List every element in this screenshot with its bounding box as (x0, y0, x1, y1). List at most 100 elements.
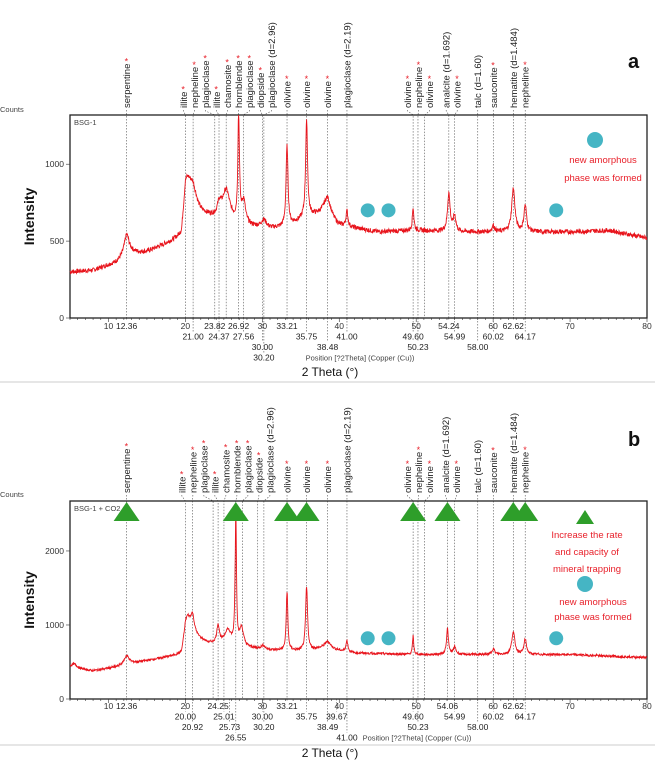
phase-label: olivine (283, 81, 294, 108)
phase-line (425, 110, 430, 318)
position-label: 20.00 (175, 712, 197, 722)
phase-label: olivine (425, 81, 436, 108)
phase-label: diopside (256, 73, 267, 108)
asterisk-icon: * (455, 459, 459, 469)
asterisk-icon: * (491, 60, 495, 70)
y-tick-label: 1000 (45, 159, 64, 169)
legend-circle-text: phase was formed (564, 173, 642, 184)
phase-line (455, 495, 457, 699)
y-unit-label: Counts (0, 105, 24, 114)
position-label: 38.49 (317, 722, 339, 732)
asterisk-icon: * (326, 74, 330, 84)
position-label: 54.06 (437, 701, 459, 711)
phase-line (264, 110, 272, 318)
phase-label: sauconite (489, 452, 500, 493)
phase-line (242, 495, 248, 699)
y-tick-label: 1000 (45, 620, 64, 630)
asterisk-icon: * (192, 60, 196, 70)
phase-label: olivine (323, 466, 334, 493)
phase-label: analcite (d=1.692) (442, 32, 453, 108)
position-label: 60.02 (483, 332, 505, 342)
position-label: 62.62 (503, 701, 525, 711)
asterisk-icon: * (125, 442, 129, 452)
position-label: 25.73 (219, 722, 241, 732)
position-label: 50.23 (407, 342, 429, 352)
asterisk-icon: * (428, 459, 432, 469)
diffraction-pattern-line (70, 115, 647, 274)
phase-label: olivine (403, 466, 414, 493)
phase-label: plagioclase (d=2.19) (342, 407, 353, 493)
asterisk-icon: * (203, 53, 207, 63)
phase-label: nepheline (414, 452, 425, 493)
position-label: 41.00 (336, 733, 358, 743)
asterisk-icon: * (305, 74, 309, 84)
y-tick-label: 0 (59, 313, 64, 323)
phase-label: plagioclase (199, 445, 210, 493)
asterisk-icon: * (214, 85, 218, 95)
asterisk-icon: * (225, 58, 229, 68)
phase-label: olivine (283, 466, 294, 493)
asterisk-icon: * (258, 66, 262, 76)
y-axis-title: Intensity (21, 571, 37, 629)
x-tick-label: 40 (335, 321, 345, 331)
asterisk-icon: * (523, 445, 527, 455)
series-tag: BSG-1 + CO2 (74, 504, 120, 513)
phase-label: serpentine (122, 64, 133, 108)
position-label: 25.01 (213, 712, 235, 722)
legend-triangle-icon (576, 510, 594, 524)
phase-label: talc (d=1.60) (473, 440, 484, 493)
phase-label: hornblende (232, 445, 243, 493)
y-tick-label: 2000 (45, 546, 64, 556)
position-label: 62.62 (503, 321, 525, 331)
x-tick-label: 20 (181, 321, 191, 331)
asterisk-icon: * (224, 443, 228, 453)
phase-label: plagioclase (d=2.19) (342, 22, 353, 108)
phase-line (224, 495, 226, 699)
phase-label: hematite (d=1.484) (509, 28, 520, 108)
position-label: 41.00 (336, 332, 358, 342)
position-label: 54.24 (438, 321, 460, 331)
amorphous-phase-marker (382, 203, 396, 217)
x-axis-title: 2 Theta (°) (302, 365, 359, 379)
phase-label: olivine (302, 81, 313, 108)
x-axis-inner-label: Position [?2Theta] (Copper (Cu)) (363, 734, 472, 743)
phase-line (408, 495, 414, 699)
x-tick-label: 70 (565, 321, 575, 331)
asterisk-icon: * (125, 57, 129, 67)
position-label: 49.60 (402, 332, 424, 342)
y-tick-label: 500 (50, 236, 64, 246)
position-label: 24.25 (207, 701, 229, 711)
phase-line (182, 495, 186, 699)
series-tag: BSG-1 (74, 118, 97, 127)
position-label: 60.02 (483, 712, 505, 722)
asterisk-icon: * (246, 438, 250, 448)
asterisk-icon: * (428, 74, 432, 84)
position-label: 30.00 (252, 342, 274, 352)
position-label: 58.00 (467, 722, 489, 732)
asterisk-icon: * (406, 74, 410, 84)
y-axis-title: Intensity (21, 188, 37, 246)
mineral-trapping-marker (223, 502, 249, 521)
phase-label: analcite (d=1.692) (441, 417, 452, 493)
mineral-trapping-marker (434, 502, 460, 521)
panel-b: serpentine*illite*nepheline*plagioclase*… (0, 407, 655, 760)
phase-label: nepheline (521, 67, 532, 108)
legend-triangle-text: and capacity of (555, 547, 619, 558)
legend-circle-text: new amorphous (559, 597, 627, 608)
position-label: 54.99 (444, 332, 466, 342)
position-label: 23.82 (204, 321, 226, 331)
amorphous-phase-marker (549, 203, 563, 217)
asterisk-icon: * (213, 470, 217, 480)
phase-label: hematite (d=1.484) (509, 413, 520, 493)
phase-label: olivine (425, 466, 436, 493)
asterisk-icon: * (180, 470, 184, 480)
amorphous-phase-marker (382, 631, 396, 645)
position-label: 33.21 (276, 321, 298, 331)
panel-letter: b (628, 429, 640, 451)
phase-line (183, 110, 185, 318)
position-label: 64.17 (515, 712, 537, 722)
position-label: 27.56 (233, 332, 255, 342)
asterisk-icon: * (236, 53, 240, 63)
phase-label: serpentine (122, 449, 133, 493)
